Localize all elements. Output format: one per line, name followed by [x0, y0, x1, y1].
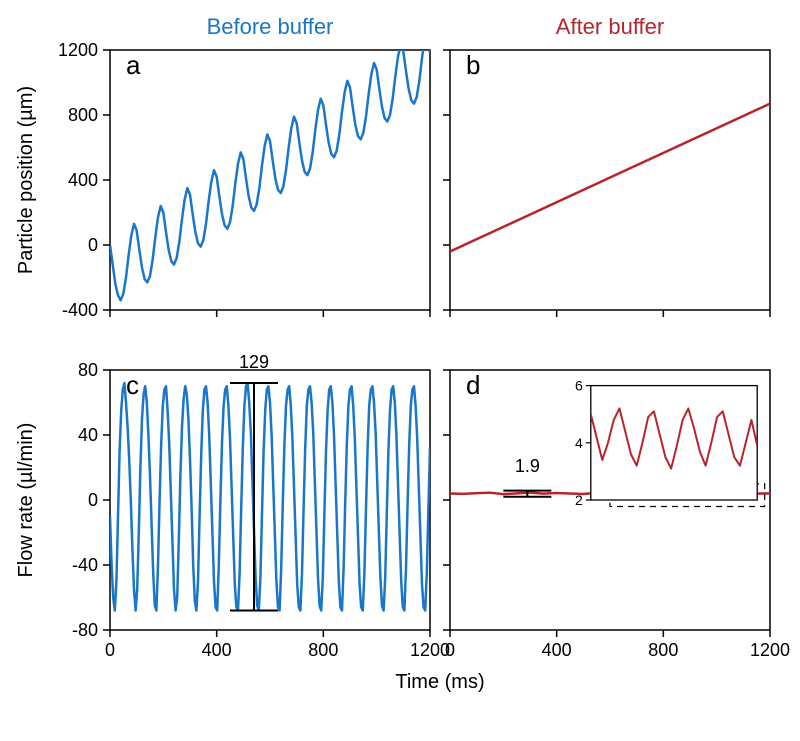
svg-text:-40: -40 [72, 555, 98, 575]
svg-text:1200: 1200 [58, 40, 98, 60]
svg-text:800: 800 [68, 105, 98, 125]
svg-text:0: 0 [88, 235, 98, 255]
svg-text:d: d [466, 370, 480, 400]
svg-text:800: 800 [308, 640, 338, 660]
svg-text:b: b [466, 50, 480, 80]
svg-text:-80: -80 [72, 620, 98, 640]
figure-container: -40004008001200ab04008001200-80-40040801… [0, 0, 800, 741]
svg-text:1.9: 1.9 [515, 456, 540, 476]
svg-text:400: 400 [202, 640, 232, 660]
svg-text:Particle position (µm): Particle position (µm) [15, 86, 37, 274]
svg-text:0: 0 [88, 490, 98, 510]
svg-text:4: 4 [575, 435, 583, 451]
svg-text:Before buffer: Before buffer [207, 14, 334, 39]
svg-text:0: 0 [105, 640, 115, 660]
svg-text:400: 400 [542, 640, 572, 660]
svg-text:0: 0 [445, 640, 455, 660]
svg-text:80: 80 [78, 360, 98, 380]
svg-text:6: 6 [575, 378, 583, 394]
svg-text:400: 400 [68, 170, 98, 190]
svg-text:2: 2 [575, 492, 583, 508]
svg-text:1200: 1200 [750, 640, 790, 660]
svg-text:Flow rate (µl/min): Flow rate (µl/min) [15, 423, 37, 578]
svg-text:a: a [126, 50, 141, 80]
svg-text:800: 800 [648, 640, 678, 660]
svg-text:129: 129 [239, 352, 269, 372]
svg-text:Time (ms): Time (ms) [395, 671, 484, 693]
svg-text:40: 40 [78, 425, 98, 445]
svg-text:c: c [126, 370, 139, 400]
figure-svg: -40004008001200ab04008001200-80-40040801… [0, 0, 800, 741]
svg-text:-400: -400 [62, 300, 98, 320]
svg-text:After buffer: After buffer [556, 14, 664, 39]
